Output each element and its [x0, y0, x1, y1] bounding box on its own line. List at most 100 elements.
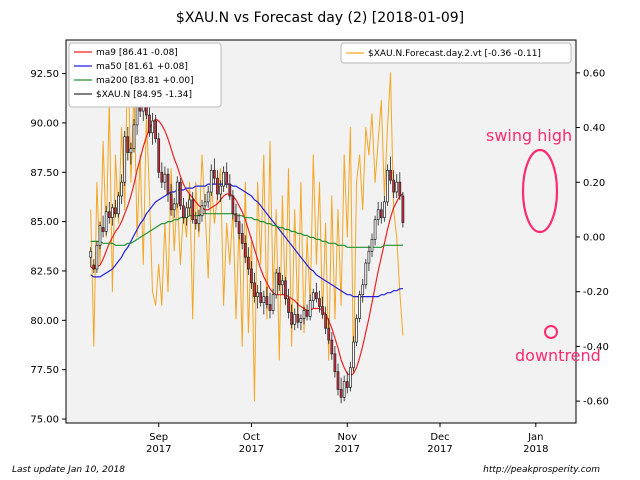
candle-body-up: [185, 207, 188, 219]
candle-body-up: [175, 181, 179, 205]
candle: [262, 290, 266, 315]
candle: [308, 294, 312, 321]
candle-body-down: [401, 195, 405, 223]
candle-body-up: [206, 191, 210, 203]
candle-body-down: [240, 233, 244, 244]
legend-label: ma50 [81.61 +0.08]: [96, 62, 188, 72]
candle-body-up: [370, 239, 374, 252]
candle: [247, 247, 250, 275]
candle-body-up: [352, 341, 355, 369]
x-tick-label-month: Dec: [430, 432, 449, 443]
candle: [361, 278, 365, 303]
candle-body-up: [123, 136, 127, 183]
candle: [250, 261, 253, 289]
candle: [274, 269, 278, 299]
candle-body-down: [321, 306, 324, 315]
candle: [120, 174, 123, 204]
candle-body-down: [92, 264, 96, 270]
candle: [376, 201, 380, 226]
candle-body-up: [367, 250, 371, 264]
candle-body-down: [333, 353, 337, 373]
candle-body-up: [358, 294, 361, 319]
legend-label: ma9 [86.41 -0.08]: [96, 48, 178, 58]
candle: [281, 274, 284, 295]
candle: [219, 180, 222, 202]
y-left-tick-label: 87.50: [30, 168, 59, 179]
candle: [339, 377, 343, 404]
candle-body-down: [194, 219, 198, 224]
candle: [89, 247, 93, 268]
candle: [389, 156, 392, 185]
candle: [290, 304, 293, 329]
candle: [305, 304, 309, 321]
candle-body-down: [234, 213, 238, 222]
candle-body-down: [225, 171, 229, 185]
candle: [104, 205, 108, 236]
candle-body-up: [281, 280, 284, 286]
candle-body-up: [262, 296, 266, 303]
candle-body-up: [274, 272, 278, 296]
candle: [194, 211, 198, 230]
candle: [311, 288, 315, 309]
candle-body-down: [107, 211, 111, 219]
candle: [401, 192, 405, 228]
legend-label: $XAU.N [84.95 -1.34]: [96, 90, 192, 100]
candle: [364, 259, 368, 289]
swing-high-ellipse: [521, 148, 559, 234]
candle: [123, 130, 127, 187]
candle-body-up: [104, 211, 108, 232]
legend-right: $XAU.N.Forecast.day.2.vt [-0.36 -0.11]: [340, 42, 572, 64]
candle-body-up: [376, 209, 380, 221]
candle-body-down: [169, 193, 173, 211]
y-left-tick-label: 80.00: [30, 316, 59, 327]
candle: [154, 115, 157, 143]
candle-body-up: [364, 262, 368, 286]
candle-body-up: [373, 219, 377, 240]
candle-body-down: [324, 314, 327, 329]
candle: [268, 292, 272, 319]
candle-body-down: [287, 298, 290, 313]
candle-body-up: [219, 185, 222, 195]
candle: [222, 166, 225, 193]
candle-body-up: [172, 203, 176, 211]
candle-body-up: [89, 250, 93, 258]
candle-body-down: [392, 179, 395, 193]
candle: [265, 286, 269, 309]
candle-body-down: [268, 304, 272, 311]
candle: [271, 288, 275, 315]
candle-body-down: [228, 183, 232, 197]
y-right-tick-label: -0.40: [583, 342, 609, 353]
candle: [188, 193, 191, 216]
candle: [95, 241, 99, 273]
candle: [160, 162, 164, 189]
candle-body-down: [336, 371, 340, 390]
candle: [169, 184, 173, 216]
candle-body-down: [166, 173, 170, 195]
candle: [101, 215, 105, 238]
candle: [277, 267, 281, 291]
candle: [349, 361, 352, 392]
candle-body-up: [222, 171, 225, 187]
candle-body-down: [345, 381, 349, 388]
candle-body-down: [160, 171, 164, 183]
y-left-tick-label: 82.50: [30, 266, 59, 277]
candle: [336, 363, 340, 396]
candle-body-up: [120, 181, 123, 197]
candle: [367, 245, 371, 271]
candle-body-down: [148, 114, 151, 134]
candle-body-down: [398, 181, 402, 197]
candle-body-down: [191, 199, 195, 221]
candle-body-up: [386, 169, 389, 203]
candle: [172, 197, 176, 218]
y-right-tick-label: -0.60: [583, 397, 609, 408]
candle: [179, 178, 182, 210]
x-tick-label-month: Nov: [338, 432, 358, 443]
candle-body-up: [132, 124, 136, 149]
candle: [228, 174, 232, 200]
candle-body-down: [305, 310, 309, 317]
candle: [379, 201, 383, 224]
candle-body-up: [151, 120, 154, 134]
candle: [107, 201, 111, 224]
legend-label: $XAU.N.Forecast.day.2.vt [-0.36 -0.11]: [368, 49, 541, 59]
